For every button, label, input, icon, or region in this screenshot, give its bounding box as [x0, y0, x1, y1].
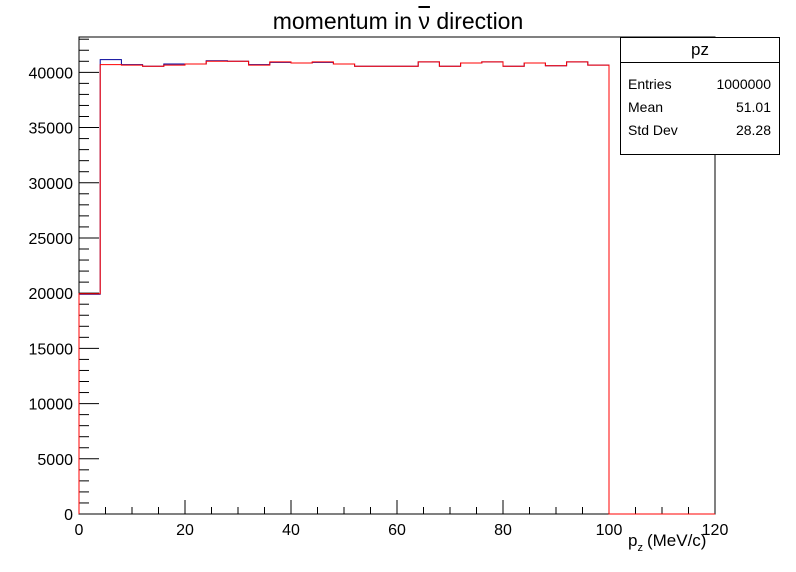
stats-row-std: Std Dev 28.28: [621, 119, 779, 142]
stats-std-label: Std Dev: [628, 122, 678, 138]
histogram-series-2: [78, 60, 715, 515]
x-tick-label: 100: [596, 522, 623, 539]
y-tick-label: 15000: [29, 341, 74, 358]
y-tick-label: 10000: [29, 397, 74, 414]
y-tick-label: 35000: [29, 121, 74, 138]
y-tick-label: 5000: [37, 452, 73, 469]
stats-std-value: 28.28: [735, 122, 771, 138]
stats-mean-value: 51.01: [735, 99, 771, 115]
stats-entries-value: 1000000: [716, 76, 771, 92]
y-tick-label: 25000: [29, 231, 74, 248]
x-tick-label: 20: [176, 522, 194, 539]
x-tick-label: 0: [75, 522, 84, 539]
stats-row-mean: Mean 51.01: [621, 96, 779, 119]
y-tick-label: 30000: [29, 176, 74, 193]
x-axis-title: pz (MeV/c): [628, 531, 707, 554]
x-tick-label: 80: [494, 522, 512, 539]
nu-bar-symbol: ν: [418, 8, 430, 34]
x-tick-label: 120: [702, 522, 729, 539]
y-tick-label: 0: [64, 507, 73, 524]
chart-title: momentum in ν direction: [272, 8, 524, 34]
x-tick-label: 60: [388, 522, 406, 539]
stats-box: pz Entries 1000000 Mean 51.01 Std Dev 28…: [620, 37, 780, 155]
x-tick-label: 40: [282, 522, 300, 539]
stats-row-entries: Entries 1000000: [621, 73, 779, 96]
y-tick-label: 20000: [29, 286, 74, 303]
stats-title: pz: [621, 38, 779, 63]
y-tick-label: 40000: [29, 65, 74, 82]
stats-mean-label: Mean: [628, 99, 664, 115]
stats-entries-label: Entries: [628, 76, 672, 92]
